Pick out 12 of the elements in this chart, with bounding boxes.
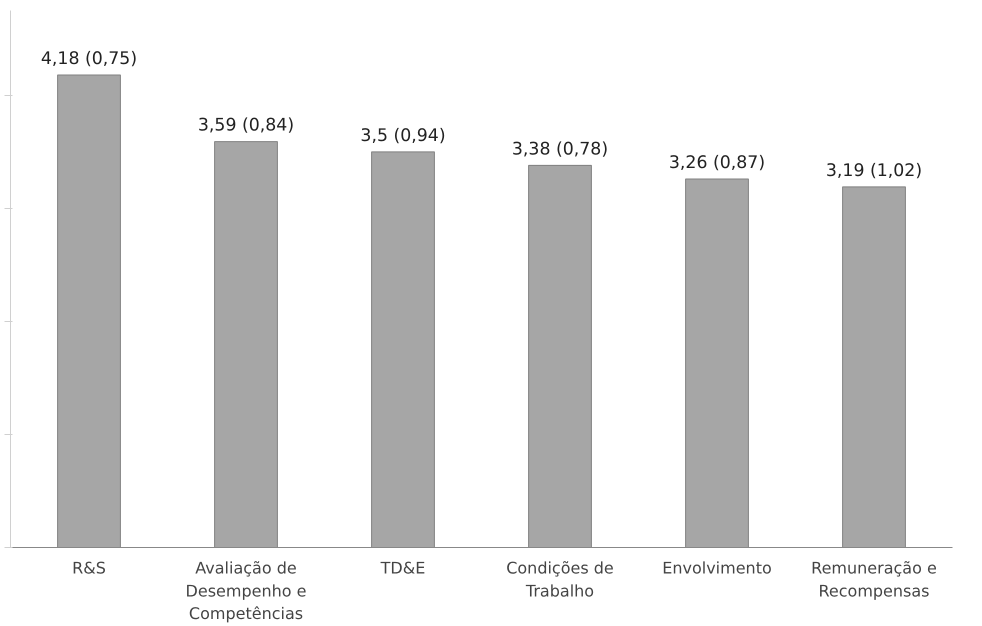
x-tick-label: Condições de Trabalho [506, 558, 614, 600]
data-label: 3,26 (0,87) [668, 152, 766, 173]
data-label: 3,59 (0,84) [198, 116, 294, 136]
data-label: 3,38 (0,78) [512, 139, 608, 160]
data-label: 3,5 (0,94) [360, 126, 446, 146]
x-tick-label: Avaliação de Desempenho e Competências [186, 558, 306, 624]
data-label: 3,19 (1,02) [826, 160, 922, 181]
x-tick-label: TD&E [380, 558, 426, 578]
x-tick-label: Remuneração e Recompensas [811, 558, 937, 600]
x-tick-label: Envolvimento [662, 558, 772, 578]
data-label: 4,18 (0,75) [40, 48, 138, 69]
x-tick-label: R&S [72, 558, 106, 578]
